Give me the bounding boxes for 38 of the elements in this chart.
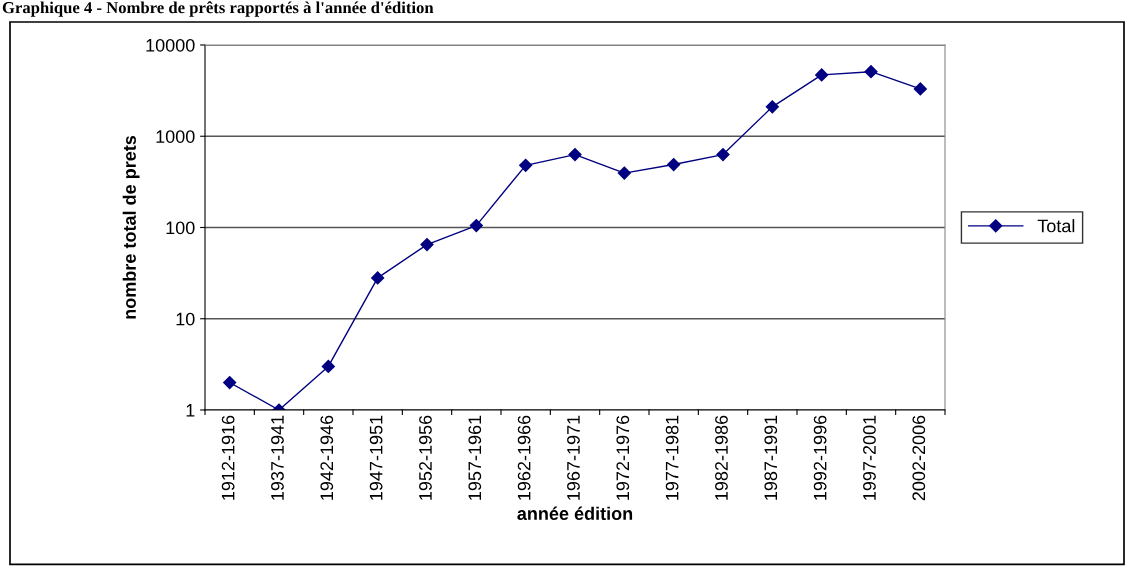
x-tick-label: 2002-2006 xyxy=(912,415,926,501)
point xyxy=(469,218,483,233)
point xyxy=(716,147,730,162)
x-tick-label: 1957-1961 xyxy=(468,415,482,500)
point xyxy=(864,65,878,79)
y-tick-label: 100 xyxy=(166,221,195,235)
point xyxy=(815,68,829,82)
point xyxy=(913,82,927,96)
point xyxy=(371,271,385,285)
point xyxy=(420,237,434,252)
y-tick-label: 10000 xyxy=(146,38,195,52)
y-tick-label: 1000 xyxy=(156,130,195,143)
x-tick-label: 1962-1966 xyxy=(517,415,531,500)
y-tick-label: 1 xyxy=(186,404,195,417)
x-tick-label: 1982-1986 xyxy=(715,415,728,500)
x-tick-label: 1992-1996 xyxy=(813,415,827,500)
chart-title: Graphique 4 - Nombre de prêts rapportés à l'année d'édition xyxy=(2,1,434,17)
point xyxy=(519,158,533,172)
x-tick-label: 1967-1971 xyxy=(567,415,580,500)
point xyxy=(667,157,681,172)
point xyxy=(223,375,237,390)
x-tick-label: 1972-1976 xyxy=(616,415,630,500)
x-tick-label: 1987-1991 xyxy=(764,415,778,500)
point xyxy=(617,166,631,180)
y-tick-label: 10 xyxy=(176,312,195,326)
point xyxy=(321,359,335,374)
x-tick-label: 1977-1981 xyxy=(665,415,679,500)
x-tick-label: 1942-1946 xyxy=(320,415,334,500)
y-axis-title: nombre total de prets xyxy=(122,135,140,319)
x-tick-label: 1937-1941 xyxy=(271,415,284,500)
x-tick-label: 1947-1951 xyxy=(369,415,383,500)
x-axis-title: année édition xyxy=(517,506,633,521)
x-tick-label: 1997-2001 xyxy=(863,415,876,500)
point xyxy=(765,100,779,114)
x-tick-label: 1912-1916 xyxy=(221,415,235,500)
point xyxy=(568,147,582,162)
legend-label: Total xyxy=(1037,219,1075,233)
x-tick-label: 1952-1956 xyxy=(419,415,432,500)
